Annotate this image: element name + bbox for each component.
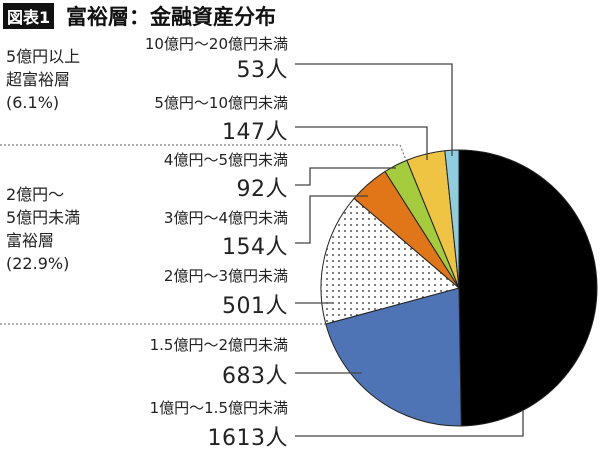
slice-value-label: 147人 [222, 120, 288, 145]
group-line: (22.9%) [6, 254, 70, 273]
slice-category-label: 2億円～3億円未満 [163, 267, 288, 285]
leader-line [295, 63, 453, 156]
slice-value-label: 501人 [222, 294, 288, 319]
slice-category-label: 5億円～10億円未満 [154, 94, 288, 112]
group-label-super-wealthy: 5億円以上 超富裕層 (6.1%) [6, 45, 80, 114]
chart-title: 富裕層：金融資産分布 [66, 5, 276, 29]
slice-value-label: 1613人 [207, 426, 288, 451]
pie-slice [320, 197, 461, 325]
figure-badge: 図表1 [3, 3, 55, 29]
leader-line [295, 126, 428, 160]
slice-value-label: 154人 [222, 235, 288, 260]
leader-line [295, 195, 368, 244]
slice-value-label: 53人 [236, 58, 288, 83]
group-line: 富裕層 [6, 231, 55, 250]
slice-category-label: 10億円～20億円未満 [144, 35, 288, 53]
slice-category-label: 1億円～1.5億円未満 [149, 399, 288, 417]
slice-category-label: 1.5億円～2億円未満 [149, 336, 288, 354]
leader-line [295, 410, 524, 437]
group-line: 超富裕層 [6, 70, 71, 89]
group-divider [0, 144, 407, 161]
group-line: 5億円以上 [6, 47, 81, 66]
slice-category-label: 3億円～4億円未満 [163, 209, 288, 227]
slice-value-label: 92人 [236, 177, 288, 202]
group-label-wealthy: 2億円～ 5億円未満 富裕層 (22.9%) [6, 183, 80, 275]
slice-category-label: 4億円～5億円未満 [163, 151, 288, 169]
pie-slice [325, 287, 462, 427]
group-line: (6.1%) [6, 93, 60, 112]
leader-line [295, 167, 396, 186]
pie-slice [458, 149, 598, 427]
group-line: 5億円未満 [6, 208, 81, 227]
slice-value-label: 683人 [222, 364, 288, 389]
group-line: 2億円～ [6, 185, 65, 204]
